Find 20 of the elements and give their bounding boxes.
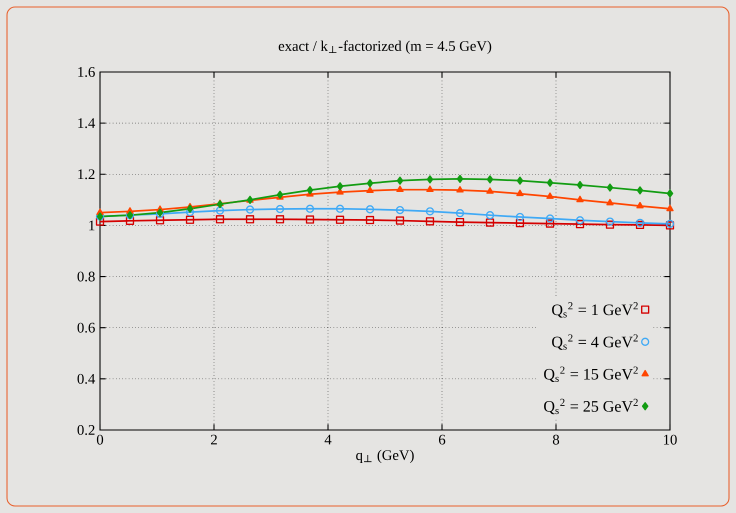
x-tick-label: 0 — [96, 434, 104, 445]
y-tick-label: 0.8 — [78, 272, 95, 282]
y-tick-label: 1.2 — [78, 169, 94, 180]
legend-label: Q$_{s}$$^{2}$ = 15 GeV$^{2}$ — [544, 366, 638, 382]
x-axis-title: q$_{⊥}$ (GeV) — [356, 450, 414, 464]
y-tick-label: 0.2 — [78, 425, 94, 435]
x-tick-label: 8 — [552, 434, 560, 445]
y-tick-label: 1.6 — [78, 67, 95, 77]
y-tick-label: 0.4 — [78, 374, 96, 384]
chart-title: exact / k$_{⊥}$-factorized (m = 4.5 GeV) — [278, 40, 492, 54]
legend-label: Q$_{s}$$^{2}$ = 25 GeV$^{2}$ — [544, 398, 638, 414]
y-tick-label: 1.4 — [78, 118, 96, 128]
y-tick-label: 0.6 — [78, 322, 95, 333]
x-tick-label: 4 — [324, 434, 332, 444]
x-tick-label: 10 — [664, 434, 677, 445]
x-tick-label: 2 — [210, 434, 217, 444]
legend-label: Q$_{s}$$^{2}$ = 1 GeV$^{2}$ — [552, 302, 638, 318]
legend-label: Q$_{s}$$^{2}$ = 4 GeV$^{2}$ — [552, 334, 638, 350]
x-tick-label: 6 — [438, 434, 446, 445]
y-tick-label: 1 — [89, 220, 94, 230]
